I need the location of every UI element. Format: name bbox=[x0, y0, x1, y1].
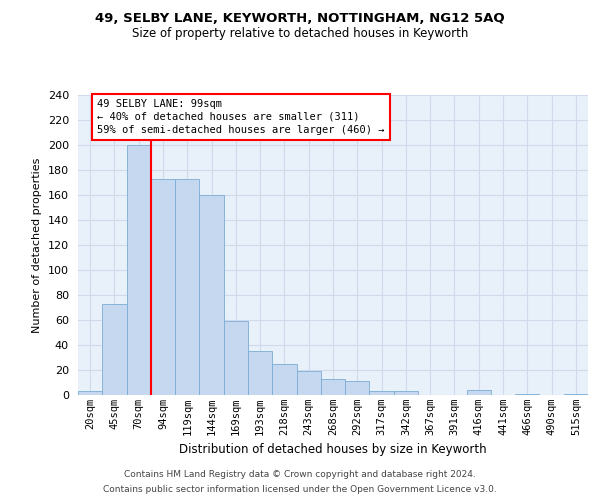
Text: Size of property relative to detached houses in Keyworth: Size of property relative to detached ho… bbox=[132, 28, 468, 40]
Bar bbox=[151, 179, 175, 395]
Bar bbox=[272, 364, 296, 395]
Bar bbox=[296, 371, 321, 395]
Bar bbox=[394, 391, 418, 395]
Bar bbox=[78, 391, 102, 395]
Bar bbox=[127, 145, 151, 395]
Bar bbox=[175, 179, 199, 395]
Text: 49, SELBY LANE, KEYWORTH, NOTTINGHAM, NG12 5AQ: 49, SELBY LANE, KEYWORTH, NOTTINGHAM, NG… bbox=[95, 12, 505, 24]
Text: Contains HM Land Registry data © Crown copyright and database right 2024.: Contains HM Land Registry data © Crown c… bbox=[124, 470, 476, 479]
Bar bbox=[564, 394, 588, 395]
Bar bbox=[321, 379, 345, 395]
Bar bbox=[224, 322, 248, 395]
Bar bbox=[345, 381, 370, 395]
Bar bbox=[102, 304, 127, 395]
Y-axis label: Number of detached properties: Number of detached properties bbox=[32, 158, 42, 332]
Text: Contains public sector information licensed under the Open Government Licence v3: Contains public sector information licen… bbox=[103, 484, 497, 494]
Text: Distribution of detached houses by size in Keyworth: Distribution of detached houses by size … bbox=[179, 442, 487, 456]
Bar bbox=[467, 390, 491, 395]
Bar bbox=[248, 351, 272, 395]
Bar bbox=[199, 195, 224, 395]
Bar bbox=[515, 394, 539, 395]
Text: 49 SELBY LANE: 99sqm
← 40% of detached houses are smaller (311)
59% of semi-deta: 49 SELBY LANE: 99sqm ← 40% of detached h… bbox=[97, 99, 385, 135]
Bar bbox=[370, 391, 394, 395]
